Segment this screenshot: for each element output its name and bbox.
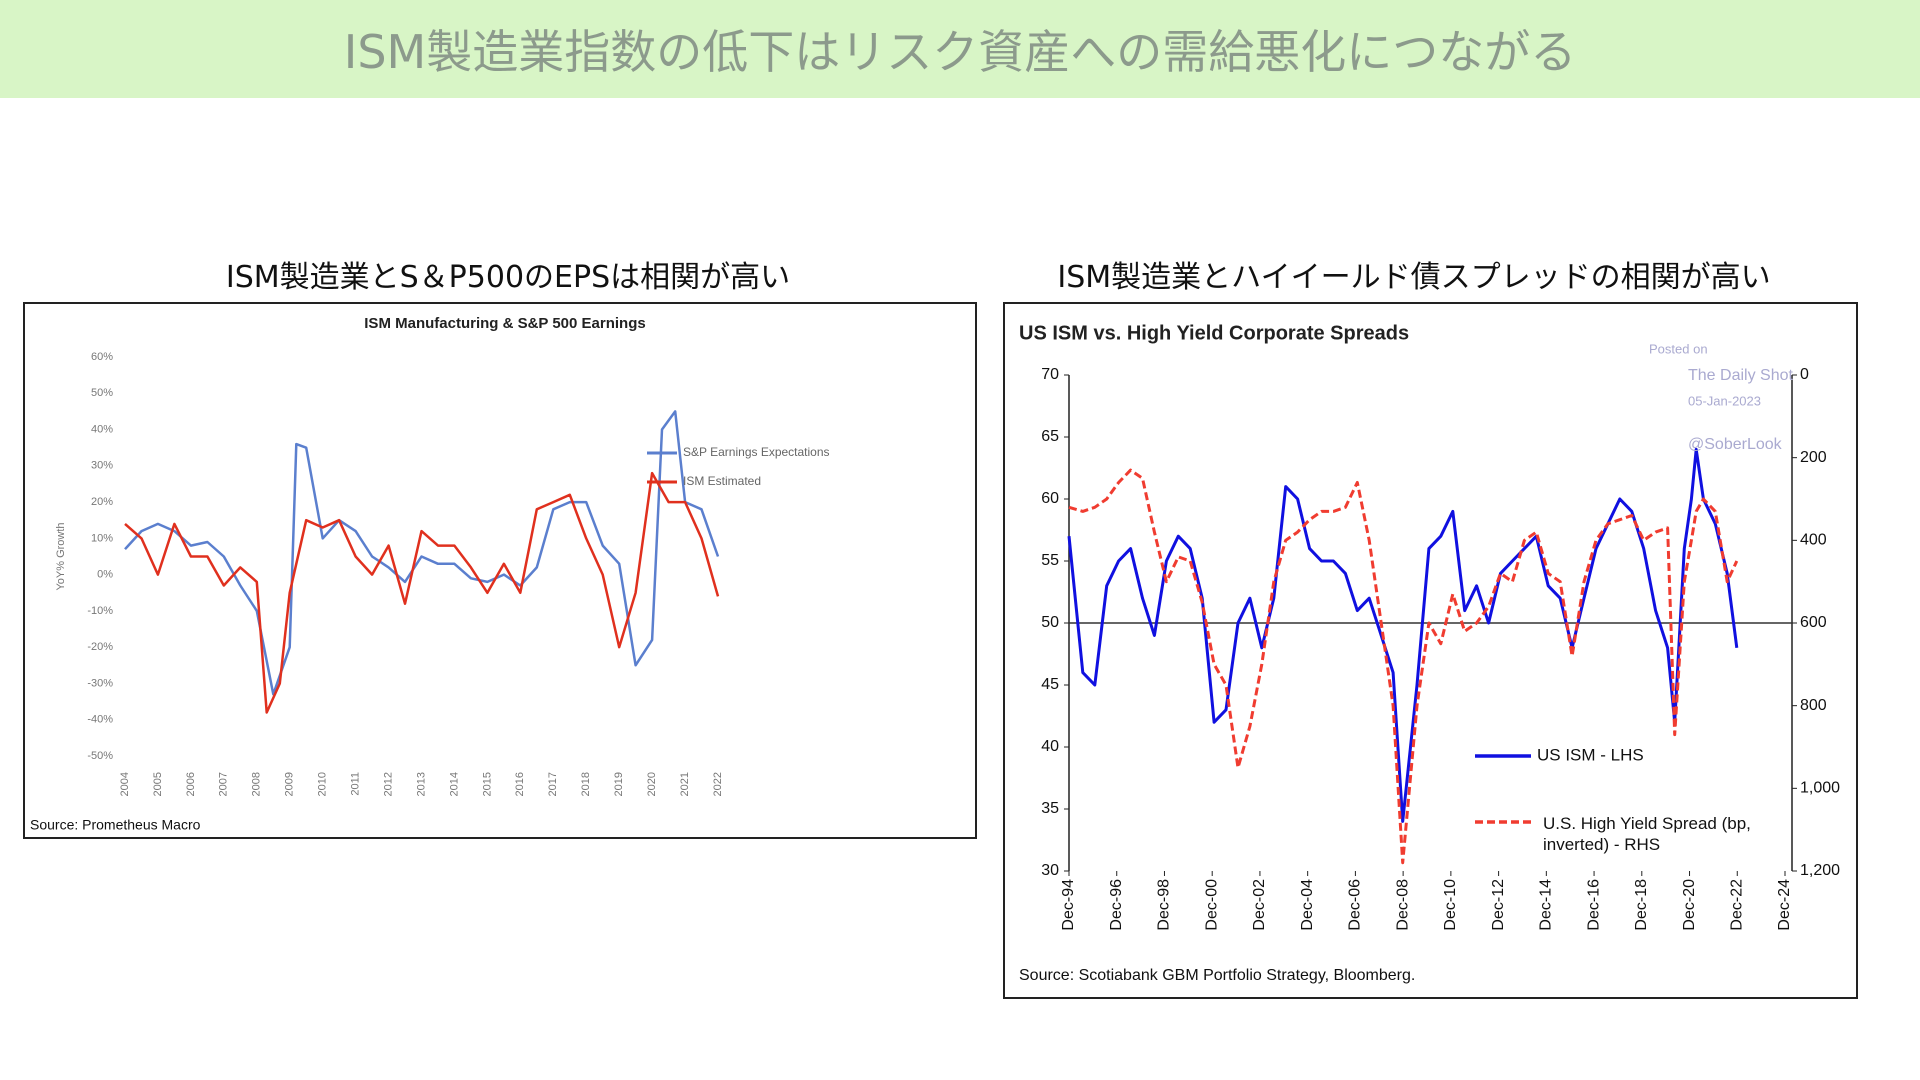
y-tick-label: 60 <box>1041 490 1059 507</box>
y-tick-label: 60% <box>91 351 113 363</box>
x-tick-label: 2021 <box>679 772 691 796</box>
x-tick-label: Dec-04 <box>1299 879 1316 931</box>
y-tick-label: -20% <box>87 641 113 653</box>
y-tick-label: 40 <box>1041 738 1059 755</box>
annotation: @SoberLook <box>1688 436 1783 453</box>
x-tick-label: Dec-96 <box>1108 879 1125 931</box>
chart: ISM Manufacturing & S&P 500 Earnings 60% 5… <box>30 315 830 833</box>
x-tick-label: 2009 <box>284 772 296 796</box>
chart-box: US ISM vs. High Yield Corporate Spreads 3… <box>1003 302 1858 999</box>
y-tick-label: 35 <box>1041 800 1059 817</box>
x-tick-label: Dec-08 <box>1394 879 1411 931</box>
x-tick-label: 2013 <box>415 772 427 796</box>
source-note: Source: Prometheus Macro <box>30 817 201 833</box>
x-tick-label: Dec-10 <box>1442 879 1459 931</box>
x-tick-label: Dec-12 <box>1490 879 1507 931</box>
y-axis-label: YoY% Growth <box>55 522 67 590</box>
x-tick-label: Dec-14 <box>1538 879 1555 931</box>
chart-heading: ISM製造業とS＆P500のEPSは相関が高い <box>225 260 791 295</box>
x-tick-label: 2007 <box>218 772 230 796</box>
y-tick-label: 30% <box>91 460 113 472</box>
annotation: Posted on <box>1649 341 1708 356</box>
annotation: The Daily Shot <box>1688 367 1793 384</box>
chart-box: ISM Manufacturing & S&P 500 Earnings 60% 5… <box>23 302 977 839</box>
annotation: 05-Jan-2023 <box>1688 393 1761 408</box>
x-tick-label: Dec-18 <box>1633 879 1650 931</box>
x-tick-label: Dec-16 <box>1585 879 1602 931</box>
y2-tick-label: 800 <box>1800 697 1827 714</box>
y-tick-label: 30 <box>1041 862 1059 879</box>
x-tick-label: 2012 <box>382 772 394 796</box>
x-tick-label: 2022 <box>712 772 724 796</box>
x-tick-label: 2005 <box>152 772 164 796</box>
chart-title: ISM Manufacturing & S&P 500 Earnings <box>364 315 645 332</box>
legend-label: U.S. High Yield Spread (bp, inverted) - … <box>1543 814 1751 854</box>
x-tick-label: Dec-02 <box>1251 879 1268 931</box>
y-tick-label: -50% <box>87 750 113 762</box>
x-tick-label: 2017 <box>547 772 559 796</box>
y-tick-label: 50% <box>91 387 113 399</box>
y2-tick-label: 1,000 <box>1800 780 1840 797</box>
y2-tick-label: 600 <box>1800 614 1827 631</box>
x-tick-label: 2018 <box>580 772 592 796</box>
x-tick-label: Dec-20 <box>1681 879 1698 931</box>
chart-heading: ISM製造業とハイイールド債スプレッドの相関が高い <box>1057 260 1771 295</box>
chart-title: US ISM vs. High Yield Corporate Spreads <box>1019 322 1409 344</box>
chart: US ISM vs. High Yield Corporate Spreads 3… <box>1019 322 1840 984</box>
legend-label: ISM Estimated <box>683 474 761 488</box>
y-tick-label: 70 <box>1041 366 1059 383</box>
x-tick-label: Dec-22 <box>1728 879 1745 931</box>
x-tick-label: 2004 <box>119 772 131 796</box>
y2-tick-label: 1,200 <box>1800 862 1840 879</box>
slide-title: ISM製造業指数の低下はリスク資産への需給悪化につながる <box>0 0 1920 98</box>
x-tick-label: 2016 <box>514 772 526 796</box>
y-tick-label: 50 <box>1041 614 1059 631</box>
series-line <box>124 471 720 714</box>
series-line <box>1068 468 1739 865</box>
source-note: Source: Scotiabank GBM Portfolio Strateg… <box>1019 967 1415 984</box>
x-tick-label: Dec-94 <box>1060 879 1077 931</box>
y-tick-label: -30% <box>87 677 113 689</box>
x-tick-label: 2019 <box>613 772 625 796</box>
y-tick-label: 10% <box>91 532 113 544</box>
y2-tick-label: 200 <box>1800 449 1827 466</box>
x-tick-label: 2010 <box>317 772 329 796</box>
y-tick-label: 0% <box>97 569 113 581</box>
legend-label: US ISM - LHS <box>1537 745 1644 764</box>
x-tick-label: 2015 <box>481 772 493 796</box>
x-tick-label: 2014 <box>448 772 460 796</box>
y-tick-label: 20% <box>91 496 113 508</box>
series-line <box>1067 447 1739 823</box>
x-tick-label: 2020 <box>646 772 658 796</box>
x-tick-label: Dec-00 <box>1203 879 1220 931</box>
x-tick-label: 2008 <box>251 772 263 796</box>
y-tick-label: 65 <box>1041 428 1059 445</box>
series-line <box>124 410 720 696</box>
y-tick-label: -40% <box>87 714 113 726</box>
y-tick-label: 40% <box>91 423 113 435</box>
y2-tick-label: 0 <box>1800 366 1809 383</box>
x-tick-label: 2006 <box>185 772 197 796</box>
y-tick-label: -10% <box>87 605 113 617</box>
y2-tick-label: 400 <box>1800 532 1827 549</box>
x-tick-label: Dec-24 <box>1776 879 1793 931</box>
legend-label: S&P Earnings Expectations <box>683 445 830 459</box>
y-tick-label: 45 <box>1041 676 1059 693</box>
x-tick-label: Dec-98 <box>1156 879 1173 931</box>
y-tick-label: 55 <box>1041 552 1059 569</box>
x-tick-label: 2011 <box>350 772 362 796</box>
x-tick-label: Dec-06 <box>1347 879 1364 931</box>
